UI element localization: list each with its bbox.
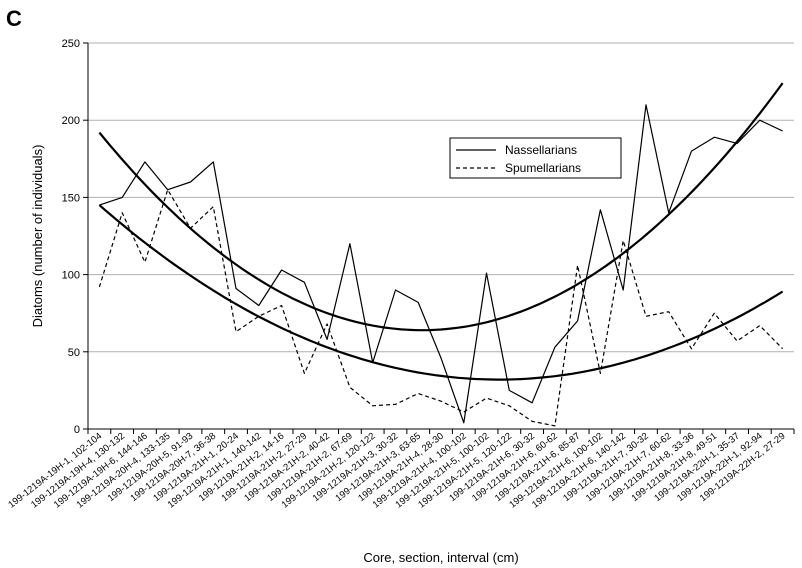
- y-tick-label-250: 250: [62, 38, 80, 50]
- trendline-spumellarians: [98, 204, 784, 381]
- y-tick-label-200: 200: [62, 115, 80, 127]
- series-line-nassellarians: [99, 104, 783, 424]
- y-tick-label-50: 50: [68, 347, 80, 359]
- gridlines: [88, 42, 794, 353]
- series-line-spumellarians: [98, 189, 784, 427]
- axes: [83, 42, 795, 434]
- legend-box: [449, 137, 622, 179]
- x-tick-labels: 199-1219A-19H-1, 102-104199-1219A-19H-4,…: [6, 431, 787, 511]
- trendlines: [98, 82, 784, 381]
- y-axis-title: Diatoms (number of individuals): [30, 145, 45, 328]
- legend: Nassellarians Spumellarians: [449, 137, 622, 179]
- y-tick-label-150: 150: [62, 192, 80, 204]
- legend-label-spumellarians: Spumellarians: [505, 161, 581, 175]
- series-lines: [98, 104, 784, 427]
- trendline-nassellarians: [98, 82, 784, 332]
- y-tick-labels: 0 50 100 150 200 250: [62, 38, 80, 436]
- y-tick-label-100: 100: [62, 270, 80, 282]
- legend-label-nassellarians: Nassellarians: [505, 143, 577, 157]
- y-tick-label-0: 0: [74, 424, 80, 436]
- x-axis-title: Core, section, interval (cm): [363, 550, 518, 565]
- panel-label: C: [6, 6, 22, 31]
